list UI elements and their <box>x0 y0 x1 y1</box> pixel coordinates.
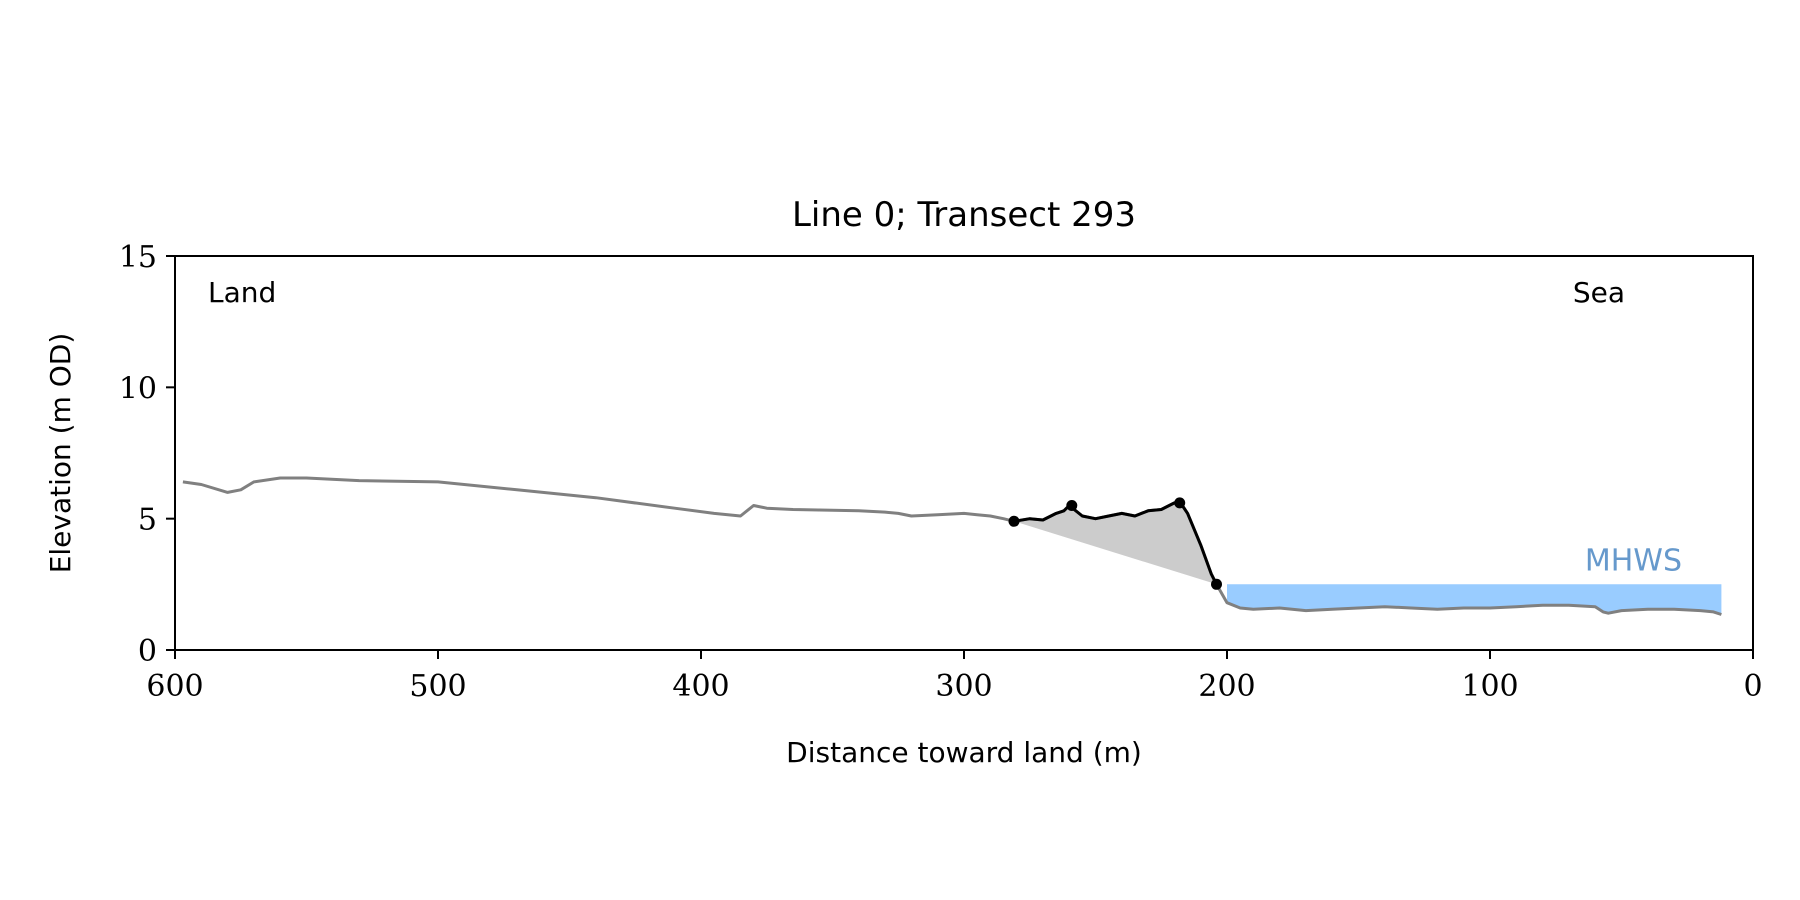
y-axis: 0 5 10 15 <box>119 240 175 669</box>
sea-label: Sea <box>1573 276 1625 309</box>
x-tick-label: 0 <box>1743 669 1762 704</box>
x-tick-label: 400 <box>672 669 729 704</box>
y-tick-label: 10 <box>119 371 157 406</box>
dune-line <box>1013 501 1218 585</box>
x-tick-label: 300 <box>935 669 992 704</box>
dune-area <box>1014 502 1217 585</box>
marker-layer <box>1008 497 1222 590</box>
x-axis: 600 500 400 300 200 100 0 <box>146 650 1763 704</box>
x-axis-label: Distance toward land (m) <box>786 736 1142 769</box>
line-layer <box>182 476 1722 616</box>
x-tick-label: 600 <box>146 669 203 704</box>
land-label: Land <box>208 276 276 309</box>
dune-point-marker <box>1066 500 1078 511</box>
mhws-label: MHWS <box>1585 543 1682 578</box>
x-tick-label: 500 <box>409 669 466 704</box>
x-tick-label: 100 <box>1461 669 1518 704</box>
dune-point-marker <box>1174 497 1186 509</box>
dune-point-marker <box>1211 578 1222 590</box>
y-tick-label: 0 <box>138 634 157 669</box>
chart-title: Line 0; Transect 293 <box>792 195 1136 235</box>
x-tick-label: 200 <box>1198 669 1255 704</box>
dune-point-marker <box>1008 515 1020 527</box>
y-tick-label: 15 <box>119 240 157 275</box>
y-axis-label: Elevation (m OD) <box>44 333 77 574</box>
y-tick-label: 5 <box>138 503 157 538</box>
